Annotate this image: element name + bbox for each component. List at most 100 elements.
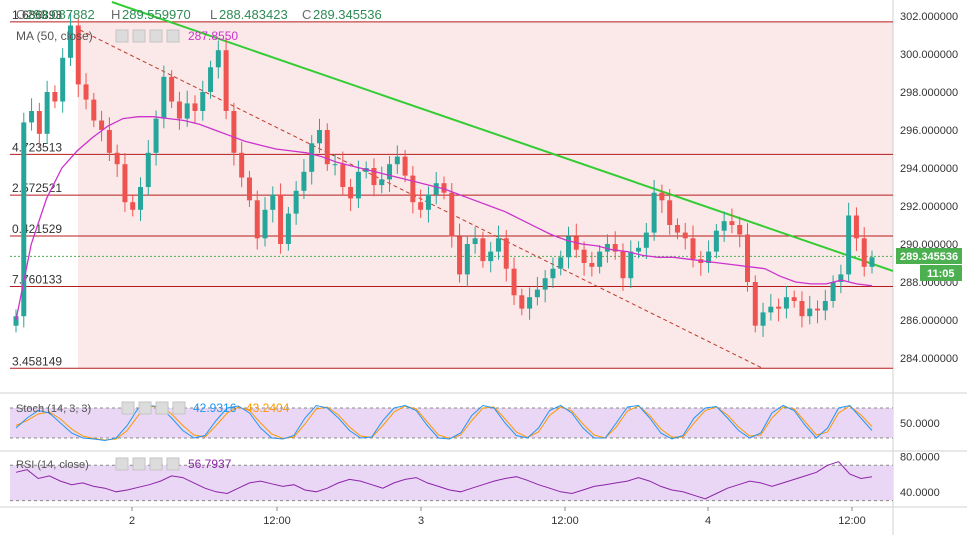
candle-body bbox=[340, 164, 346, 187]
candle-body bbox=[29, 111, 35, 123]
price-tick-label: 294.000000 bbox=[900, 163, 958, 175]
candle-body bbox=[643, 232, 649, 248]
candle-body bbox=[145, 152, 151, 187]
fib-level-label: 4.723513 bbox=[12, 140, 62, 154]
candle-body bbox=[394, 156, 400, 165]
candle-body bbox=[861, 238, 867, 267]
candle-body bbox=[13, 316, 19, 326]
candle-body bbox=[838, 274, 844, 282]
candle-body bbox=[534, 289, 540, 298]
candle-body bbox=[161, 76, 167, 119]
candle-body bbox=[597, 251, 603, 267]
candle-body bbox=[690, 238, 696, 260]
candle-body bbox=[791, 297, 797, 301]
candle-body bbox=[122, 164, 128, 203]
rsi-tick-label: 40.0000 bbox=[900, 487, 940, 499]
candle-body bbox=[316, 130, 322, 144]
candle-body bbox=[729, 221, 735, 225]
candle-body bbox=[713, 230, 719, 252]
candle-body bbox=[815, 308, 821, 311]
candle-body bbox=[581, 249, 587, 263]
time-tick-label: 2 bbox=[129, 515, 135, 527]
candle-body bbox=[169, 76, 175, 102]
candle-body bbox=[285, 213, 291, 244]
candle-body bbox=[674, 225, 680, 233]
candle-body bbox=[44, 92, 50, 134]
candle-body bbox=[604, 244, 610, 252]
candle-body bbox=[293, 190, 299, 214]
candle-body bbox=[620, 251, 626, 279]
candle-body bbox=[830, 282, 836, 301]
time-tick-label: 3 bbox=[418, 515, 424, 527]
candle-body bbox=[410, 175, 416, 203]
candle-body bbox=[659, 192, 665, 201]
candle-body bbox=[231, 111, 237, 153]
stoch-tick-label: 50.0000 bbox=[900, 418, 940, 430]
candle-body bbox=[612, 244, 618, 252]
candle-body bbox=[869, 257, 875, 267]
candle-body bbox=[488, 251, 494, 262]
candle-body bbox=[550, 268, 556, 279]
fib-level-label: 1.686893 bbox=[12, 8, 62, 22]
candle-body bbox=[176, 101, 182, 119]
candle-body bbox=[682, 232, 688, 239]
candle-body bbox=[324, 130, 330, 165]
candle-body bbox=[200, 92, 206, 111]
candle-body bbox=[184, 103, 190, 119]
candle-body bbox=[402, 156, 408, 176]
candle-body bbox=[737, 225, 743, 235]
fib-level-label: 3.458149 bbox=[12, 354, 62, 368]
candle-body bbox=[441, 183, 447, 193]
candle-body bbox=[114, 152, 120, 165]
candle-body bbox=[379, 179, 385, 186]
ma-line bbox=[15, 116, 873, 321]
candle-body bbox=[853, 215, 859, 239]
fib-level-label: 0.421529 bbox=[12, 222, 62, 236]
candle-body bbox=[628, 251, 634, 279]
rsi-tick-label: 80.0000 bbox=[900, 451, 940, 463]
price-tick-label: 290.000000 bbox=[900, 239, 958, 251]
price-tick-label: 286.000000 bbox=[900, 315, 958, 327]
candle-body bbox=[99, 120, 105, 130]
candle-body bbox=[75, 25, 81, 85]
candle-body bbox=[651, 192, 657, 233]
candle-body bbox=[542, 278, 548, 290]
candle-body bbox=[60, 57, 66, 102]
candle-body bbox=[457, 236, 463, 275]
time-tick-label: 12:00 bbox=[551, 515, 579, 527]
fib-level-label: 7.760133 bbox=[12, 273, 62, 287]
candle-body bbox=[130, 202, 136, 210]
candle-body bbox=[309, 143, 315, 172]
time-tick-label: 12:00 bbox=[838, 515, 866, 527]
candle-body bbox=[589, 263, 595, 267]
candle-body bbox=[254, 200, 260, 239]
candle-body bbox=[223, 50, 229, 111]
candle-body bbox=[511, 268, 517, 296]
candle-body bbox=[527, 297, 533, 309]
candle-body bbox=[67, 25, 73, 58]
price-tick-label: 300.000000 bbox=[900, 49, 958, 61]
candle-body bbox=[433, 183, 439, 195]
candle-body bbox=[480, 238, 486, 262]
price-tick-label: 302.000000 bbox=[900, 11, 958, 23]
candle-body bbox=[262, 209, 268, 239]
rsi-band bbox=[10, 465, 893, 501]
candle-body bbox=[667, 200, 673, 225]
candle-body bbox=[153, 118, 159, 153]
candle-body bbox=[138, 187, 144, 210]
candle-body bbox=[636, 247, 642, 252]
price-tick-label: 288.000000 bbox=[900, 277, 958, 289]
candle-body bbox=[239, 152, 245, 178]
candle-body bbox=[278, 194, 284, 244]
candle-body bbox=[21, 122, 27, 317]
candle-body bbox=[83, 84, 89, 100]
candle-body bbox=[387, 164, 393, 180]
candle-body bbox=[332, 164, 338, 166]
price-tick-label: 284.000000 bbox=[900, 353, 958, 365]
candle-body bbox=[355, 171, 361, 199]
candle-body bbox=[799, 301, 805, 317]
candle-body bbox=[449, 192, 455, 237]
candle-body bbox=[36, 111, 42, 134]
